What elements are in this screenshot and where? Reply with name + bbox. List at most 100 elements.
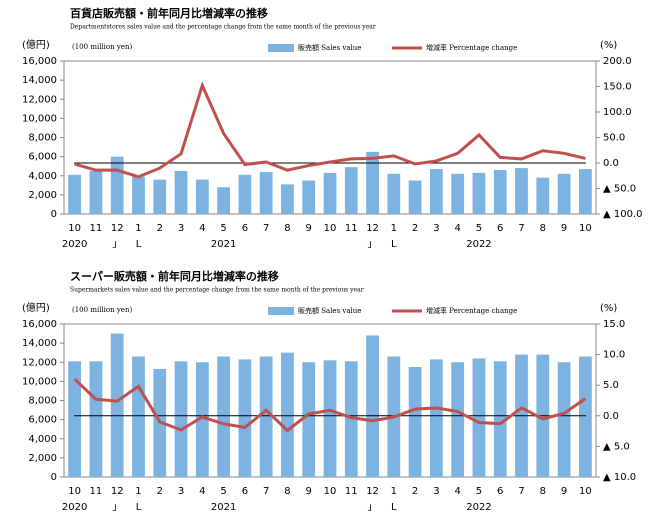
- bar: [217, 187, 230, 214]
- x-tick-label: 4: [454, 486, 460, 497]
- y-tick-label: 12,000: [22, 94, 57, 105]
- x-tick-label: 1: [391, 486, 397, 497]
- x-tick-label: 9: [561, 486, 567, 497]
- x-tick-label: 1: [391, 223, 397, 234]
- bar: [281, 352, 294, 477]
- bar: [408, 367, 422, 477]
- y2-tick-label: 150.0: [603, 82, 632, 93]
- year-label: L: [136, 239, 142, 250]
- bar: [302, 180, 316, 214]
- x-tick-label: 6: [242, 486, 248, 497]
- bar: [344, 167, 358, 214]
- year-label: 2020: [62, 502, 87, 513]
- chart: スーパー販売額・前年同月比増減率の推移 Supermarkets sales va…: [22, 269, 636, 513]
- year-label: 」: [112, 239, 122, 250]
- year-label: 」: [112, 502, 122, 513]
- x-tick-label: 10: [579, 486, 592, 497]
- y2-tick-label: 100.0: [603, 107, 632, 118]
- bar: [578, 169, 592, 214]
- x-tick-label: 8: [540, 223, 546, 234]
- x-tick-label: 12: [366, 223, 379, 234]
- x-tick-label: 3: [433, 223, 439, 234]
- x-tick-label: 10: [68, 223, 81, 234]
- y-axis-sublabel: (100 million yen): [72, 43, 132, 51]
- bar: [238, 359, 252, 477]
- y2-tick-label: 5.0: [603, 380, 619, 391]
- y-tick-label: 14,000: [22, 75, 57, 86]
- bar: [259, 356, 273, 477]
- legend-swatch: [268, 307, 294, 315]
- legend-label: 増減率 Percentage change: [426, 306, 517, 315]
- x-tick-label: 3: [433, 486, 439, 497]
- year-label: 」: [368, 502, 378, 513]
- bar: [153, 179, 167, 214]
- bar: [174, 361, 188, 477]
- bar: [536, 177, 550, 214]
- y2-axis-label: (%): [600, 303, 617, 314]
- bar: [89, 361, 103, 477]
- x-tick-label: 9: [306, 486, 312, 497]
- y2-tick-label: ▲ 10.0: [603, 472, 636, 483]
- x-tick-label: 10: [68, 486, 81, 497]
- year-label: L: [391, 239, 397, 250]
- bar: [110, 156, 124, 214]
- legend-label: 増減率 Percentage change: [426, 43, 517, 52]
- x-tick-label: 5: [220, 486, 226, 497]
- x-tick-label: 10: [324, 223, 337, 234]
- bar: [89, 170, 103, 214]
- x-tick-label: 7: [263, 486, 269, 497]
- bar: [132, 176, 145, 214]
- y-tick-label: 6,000: [28, 415, 57, 426]
- x-tick-label: 6: [497, 486, 503, 497]
- x-tick-label: 8: [284, 223, 290, 234]
- bar: [238, 174, 252, 214]
- x-tick-label: 7: [518, 486, 524, 497]
- x-tick-label: 6: [242, 223, 248, 234]
- x-tick-label: 5: [220, 223, 226, 234]
- bar: [430, 169, 443, 214]
- x-tick-label: 4: [454, 223, 460, 234]
- x-tick-label: 12: [366, 486, 379, 497]
- y-tick-label: 2,000: [28, 453, 57, 464]
- bar: [68, 361, 82, 477]
- chart: 百貨店販売額・前年同月比増減率の推移 Departmentstores sales…: [22, 6, 643, 250]
- bar: [132, 356, 145, 477]
- bar: [451, 362, 465, 477]
- x-tick-label: 9: [561, 223, 567, 234]
- bar: [557, 173, 571, 214]
- x-tick-label: 3: [178, 486, 184, 497]
- x-tick-label: 9: [306, 223, 312, 234]
- bar: [472, 358, 486, 477]
- x-tick-label: 2: [157, 486, 163, 497]
- bar: [451, 173, 465, 214]
- legend-label: 販売額 Sales value: [298, 306, 361, 315]
- year-label: 2022: [466, 239, 491, 250]
- line: [74, 81, 586, 179]
- line: [73, 377, 587, 433]
- y-tick-label: 12,000: [22, 357, 57, 368]
- y-tick-label: 4,000: [28, 434, 57, 445]
- y-tick-label: 16,000: [22, 319, 57, 330]
- x-tick-label: 1: [135, 223, 141, 234]
- x-tick-label: 5: [476, 486, 482, 497]
- legend-swatch: [268, 44, 294, 52]
- chart-subtitle: Supermarkets sales value and the percent…: [70, 287, 364, 294]
- x-tick-label: 7: [263, 223, 269, 234]
- x-tick-label: 12: [111, 223, 124, 234]
- y-axis-label: (億円): [22, 38, 50, 51]
- x-tick-label: 2: [412, 486, 418, 497]
- y2-tick-label: ▲ 100.0: [603, 209, 643, 220]
- y-tick-label: 4,000: [28, 171, 57, 182]
- x-tick-label: 10: [579, 223, 592, 234]
- y2-tick-label: 0.0: [603, 411, 619, 422]
- chart-subtitle: Departmentstores sales value and the per…: [70, 24, 376, 31]
- x-tick-label: 11: [90, 223, 103, 234]
- bar: [110, 333, 124, 477]
- bar: [387, 173, 401, 214]
- year-label: 2021: [211, 502, 236, 513]
- x-tick-label: 4: [199, 223, 205, 234]
- y2-tick-label: ▲ 5.0: [603, 441, 630, 452]
- y2-tick-label: 50.0: [603, 133, 625, 144]
- bar: [557, 362, 571, 477]
